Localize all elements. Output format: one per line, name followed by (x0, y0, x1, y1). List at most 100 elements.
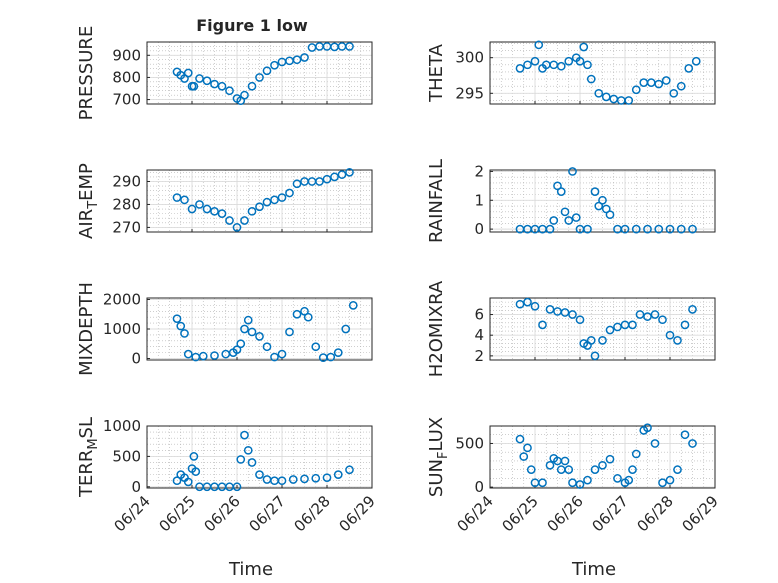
data-point (292, 55, 302, 65)
y-label-part: AIR (76, 209, 97, 239)
data-point (538, 478, 547, 488)
y-axis-label: SUNFLUX (426, 417, 451, 497)
data-point (337, 170, 347, 179)
y-axis-label: MIXDEPTH (76, 282, 97, 376)
data-point (202, 76, 212, 86)
data-point (240, 216, 249, 225)
subplot-mixdepth: 0 1000 2000 MIXDEPTH (76, 282, 373, 376)
data-point (523, 297, 532, 307)
data-point (270, 60, 279, 70)
subplot-pressure: 700 800 900 PRESSURE (76, 26, 373, 120)
data-point (605, 325, 615, 335)
y-tick-label: 280 (112, 195, 141, 213)
data-point (598, 336, 607, 345)
y-label-part: SL (76, 417, 97, 438)
axes-box (489, 297, 716, 361)
data-point (232, 482, 242, 492)
data-point (189, 452, 199, 461)
data-point (586, 74, 596, 84)
subplot-rainfall: 0 1 2 RAINFALL (426, 159, 716, 243)
data-point (571, 213, 581, 222)
data-point (515, 299, 525, 309)
data-point (594, 88, 604, 98)
data-point (583, 475, 592, 485)
data-point (650, 439, 660, 448)
data-point (232, 345, 242, 355)
data-point (523, 60, 532, 70)
subplot-air-temp: 270 280 290 AIRTEMP (76, 163, 373, 239)
data-point (270, 352, 279, 362)
data-point (684, 64, 694, 73)
data-point (601, 92, 611, 102)
data-point (515, 434, 525, 444)
y-tick-label: 270 (112, 218, 141, 236)
y-label-part: SUN (426, 459, 447, 497)
data-point (172, 476, 182, 486)
y-axis-label: H2OMIXRA (426, 280, 447, 377)
y-label-subscript: F (436, 452, 451, 459)
data-point (326, 352, 336, 362)
data-point (628, 465, 637, 475)
data-point (210, 351, 219, 360)
data-point (680, 320, 690, 330)
data-point (680, 430, 690, 440)
y-label-subscript: T (86, 201, 101, 210)
y-tick-label: 1 (474, 191, 484, 209)
data-point (530, 301, 540, 311)
data-point (605, 210, 615, 220)
data-point (624, 475, 634, 485)
y-tick-label: 500 (455, 434, 484, 452)
data-point (285, 327, 294, 337)
data-point (322, 473, 332, 483)
data-point (545, 460, 555, 470)
y-tick-label: 6 (474, 306, 484, 324)
data-point (669, 88, 679, 98)
data-point (631, 449, 641, 459)
data-point (538, 320, 547, 330)
y-axis-label: TERRMSL (76, 417, 101, 498)
y-tick-label: 0 (131, 350, 141, 368)
y-tick-label: 4 (474, 326, 484, 344)
data-point (300, 53, 309, 62)
data-point (191, 467, 201, 476)
y-tick-label: 2 (474, 347, 484, 365)
data-point (620, 224, 630, 234)
data-point (545, 305, 555, 314)
data-point (232, 223, 242, 232)
data-point (654, 79, 664, 89)
data-point (549, 216, 559, 225)
y-axis-label: RAINFALL (426, 159, 447, 243)
data-point (688, 439, 697, 448)
y-label-part: TERR (76, 450, 97, 498)
data-point (225, 216, 234, 225)
y-tick-label: 0 (131, 478, 141, 496)
data-point (598, 460, 607, 470)
data-point (643, 224, 652, 234)
data-point (210, 79, 219, 89)
data-point (545, 224, 555, 234)
data-point (300, 474, 309, 484)
axes-box (146, 169, 373, 233)
data-point (526, 465, 536, 475)
data-point (195, 74, 204, 83)
data-point (247, 206, 257, 216)
data-point (243, 315, 253, 325)
data-point (217, 209, 227, 218)
axes-box (489, 169, 716, 233)
data-point (341, 324, 351, 334)
data-point (311, 473, 321, 483)
data-point (643, 312, 652, 321)
axes-box (489, 41, 716, 105)
data-point (240, 90, 249, 100)
data-point (530, 56, 540, 66)
data-point (225, 86, 234, 96)
data-point (277, 476, 287, 486)
data-point (270, 195, 279, 205)
figure-title: Figure 1 low (196, 16, 308, 35)
y-tick-label: 295 (455, 84, 484, 102)
data-point (183, 477, 193, 487)
data-point (519, 452, 529, 461)
data-point (650, 310, 660, 319)
data-point (654, 224, 664, 234)
y-tick-label: 2000 (103, 290, 141, 308)
